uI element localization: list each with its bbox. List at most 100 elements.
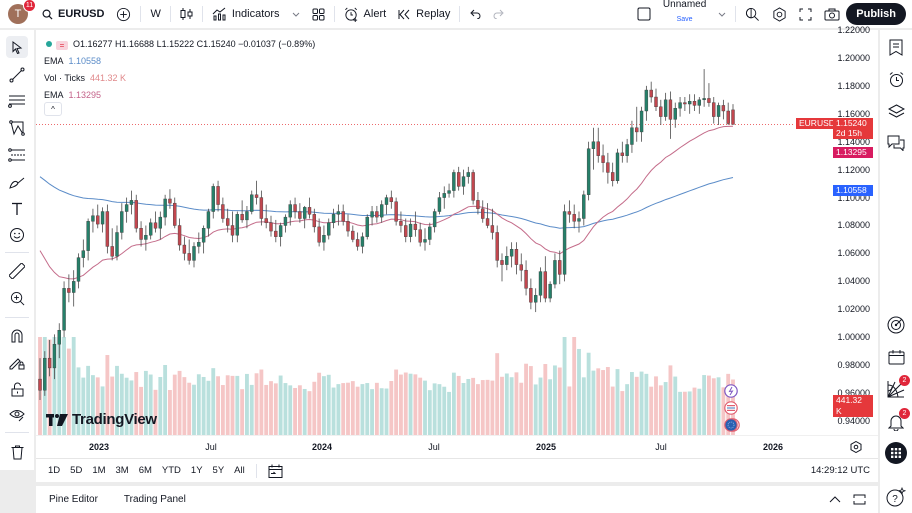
range-1y[interactable]: 1Y [190, 465, 203, 476]
quick-search-button[interactable] [739, 0, 766, 28]
divider [201, 6, 203, 22]
calendar-icon [888, 350, 904, 365]
bottom-panel-tabs: Pine Editor Trading Panel [36, 486, 878, 513]
collapse-legend-button[interactable]: ^ [44, 102, 62, 116]
chart-type-button[interactable] [174, 0, 199, 28]
range-all[interactable]: All [234, 465, 245, 476]
eu-flag-event-icon[interactable] [724, 418, 740, 432]
parallel-lines-tool[interactable] [6, 90, 28, 112]
hide-drawings-tool[interactable] [6, 404, 28, 426]
range-ytd[interactable]: YTD [161, 465, 181, 476]
range-1d[interactable]: 1D [48, 465, 61, 476]
brush-tool[interactable] [6, 171, 28, 193]
tradingview-logo[interactable]: TradingView [46, 411, 157, 428]
ema-fast-price-tag: 1.13295 [833, 146, 873, 158]
price-axis-label: 1.04000 [837, 276, 870, 287]
chart-pane[interactable]: = O1.16277 H1.16688 L1.15222 C1.15240 −0.… [36, 25, 878, 458]
expand-panel-button[interactable] [829, 496, 841, 503]
layout-menu-dropdown[interactable] [712, 0, 732, 28]
goto-date-button[interactable] [263, 464, 288, 478]
layout-name-button[interactable]: Unnamed Save [657, 0, 712, 28]
indicators-dropdown[interactable] [286, 0, 306, 28]
lock-drawings-tool[interactable] [6, 351, 28, 373]
calendar-button[interactable] [885, 346, 907, 368]
svg-text:?: ? [892, 494, 898, 505]
divider [735, 6, 737, 22]
price-chart[interactable] [36, 30, 878, 458]
range-3m[interactable]: 3M [115, 465, 129, 476]
calendar-goto-icon [268, 464, 283, 478]
cursor-arrow-icon [12, 40, 23, 54]
cursor-tool[interactable] [6, 36, 28, 58]
symbol-search-button[interactable]: EURUSD [36, 0, 110, 28]
price-axis-label: 1.02000 [837, 304, 870, 315]
emoji-tool[interactable] [6, 224, 28, 246]
range-5y[interactable]: 5Y [212, 465, 225, 476]
help-button[interactable]: ? [885, 486, 907, 508]
hotlists-button[interactable]: 2 [885, 375, 910, 400]
target-icon [887, 316, 905, 334]
maximize-panel-button[interactable] [853, 494, 866, 505]
layout-save-link[interactable]: Save [676, 16, 693, 23]
indicators-icon [212, 7, 226, 21]
replay-button[interactable]: Replay [392, 0, 456, 28]
ruler-icon [9, 263, 25, 279]
object-tree-button[interactable] [885, 100, 907, 122]
snapshot-button[interactable] [818, 0, 846, 28]
fullscreen-button[interactable] [793, 0, 818, 28]
avatar[interactable]: T 11 [8, 0, 36, 24]
volume-row[interactable]: Vol · Ticks 441.32 K [44, 70, 315, 87]
range-5d[interactable]: 5D [70, 465, 83, 476]
lightning-event-icon[interactable] [724, 384, 738, 398]
trash-icon [11, 445, 23, 459]
symbol-options-icon[interactable]: = [56, 41, 68, 50]
help-icon: ? [886, 487, 906, 507]
interval-button[interactable]: W [144, 0, 166, 28]
chats-button[interactable] [885, 132, 907, 154]
magnet-icon [11, 329, 23, 342]
undo-button[interactable] [463, 0, 487, 28]
products-menu-button[interactable] [885, 442, 907, 464]
fib-tool[interactable] [6, 144, 28, 166]
indicators-button[interactable]: Indicators [206, 0, 286, 28]
pattern-tool[interactable] [6, 117, 28, 139]
tab-trading-panel[interactable]: Trading Panel [123, 494, 186, 505]
ema-slow-row[interactable]: EMA 1.10558 [44, 53, 315, 70]
axis-settings-icon[interactable] [850, 441, 862, 453]
price-axis[interactable]: 1.22000 1.20000 1.18000 1.16000 1.14000 1.120… [793, 25, 878, 435]
candles [38, 69, 735, 401]
publish-button[interactable]: Publish [846, 3, 906, 25]
time-axis-label: 2024 [311, 442, 333, 452]
time-axis-label: 2025 [535, 442, 557, 452]
technicals-button[interactable] [885, 314, 907, 336]
measure-tool[interactable] [6, 260, 28, 282]
ema-fast-row[interactable]: EMA 1.13295 [44, 87, 315, 104]
watchlist-button[interactable] [885, 36, 907, 58]
us-flag-event-icon[interactable] [724, 401, 738, 415]
settings-button[interactable] [766, 0, 793, 28]
range-6m[interactable]: 6M [138, 465, 152, 476]
alerts-panel-button[interactable] [885, 68, 907, 90]
indicator-value: 1.13295 [68, 90, 102, 100]
layouts-button[interactable] [306, 0, 331, 28]
text-tool[interactable] [6, 198, 28, 220]
compare-symbol-button[interactable] [110, 0, 137, 28]
chevron-down-icon [718, 12, 726, 17]
trend-line-tool[interactable] [6, 64, 28, 86]
range-1m[interactable]: 1M [92, 465, 106, 476]
time-axis[interactable]: 2023 Jul 2024 Jul 2025 Jul 2026 [36, 435, 878, 458]
remove-drawings-tool[interactable] [6, 441, 28, 463]
select-layout-checkbox[interactable] [631, 0, 657, 28]
timezone-clock[interactable]: 14:29:12 UTC [810, 465, 870, 476]
unlock-icon [11, 382, 23, 396]
lock-all-tool[interactable] [6, 378, 28, 400]
notifications-button[interactable]: 2 [885, 408, 910, 433]
tab-pine-editor[interactable]: Pine Editor [49, 494, 98, 505]
magnet-tool[interactable] [6, 324, 28, 346]
layers-icon [887, 103, 905, 118]
redo-button[interactable] [487, 0, 511, 28]
alarm-clock-plus-icon [344, 7, 357, 22]
zoom-in-tool[interactable] [6, 287, 28, 309]
alert-button[interactable]: Alert [338, 0, 393, 28]
chevron-down-icon [292, 12, 299, 17]
